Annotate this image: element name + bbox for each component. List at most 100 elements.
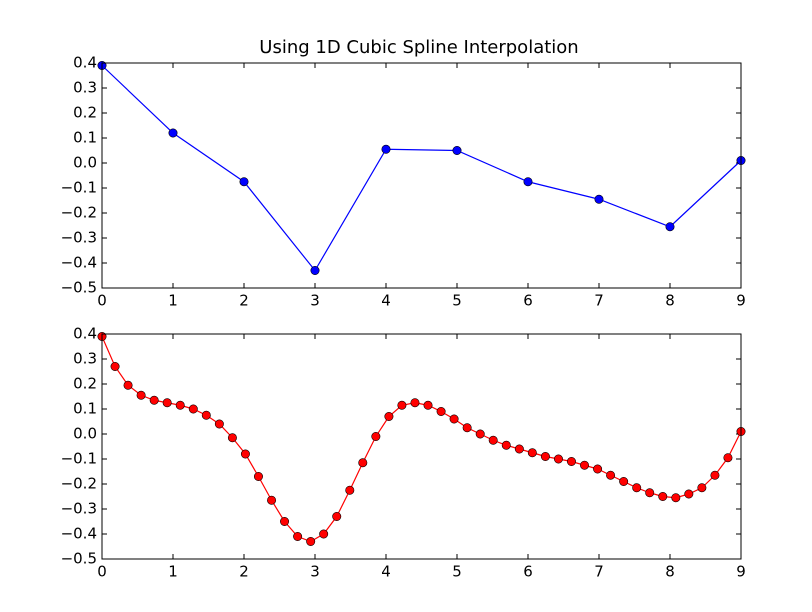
y-tick-label: −0.2 <box>61 475 97 493</box>
x-tick-label: 7 <box>594 563 604 581</box>
y-tick-label: 0.2 <box>73 104 97 122</box>
point <box>397 400 407 410</box>
x-tick-label: 8 <box>665 563 675 581</box>
point <box>371 431 381 441</box>
x-tick-label: 1 <box>168 563 178 581</box>
point <box>410 398 420 408</box>
point <box>201 410 211 420</box>
point <box>684 489 694 499</box>
point <box>358 458 368 468</box>
point <box>162 398 172 408</box>
y-tick-label: 0.2 <box>73 375 97 393</box>
point <box>593 464 603 474</box>
chart-title: Using 1D Cubic Spline Interpolation <box>259 37 578 58</box>
point <box>267 495 277 505</box>
point <box>540 451 550 461</box>
point <box>110 361 120 371</box>
x-tick-label: 4 <box>381 563 391 581</box>
point <box>514 444 524 454</box>
y-tick-label: 0.0 <box>73 154 97 172</box>
point <box>606 470 616 480</box>
axes-frame <box>101 333 742 560</box>
x-tick-label: 9 <box>736 563 746 581</box>
point <box>332 511 342 521</box>
point <box>553 454 563 464</box>
point <box>240 449 250 459</box>
point <box>436 406 446 416</box>
x-tick-label: 9 <box>736 292 746 310</box>
x-tick-label: 3 <box>310 563 320 581</box>
point <box>449 414 459 424</box>
point <box>306 536 316 546</box>
x-tick-label: 6 <box>523 292 533 310</box>
point <box>423 400 433 410</box>
point <box>580 460 590 470</box>
point <box>384 411 394 421</box>
x-tick-label: 0 <box>97 563 107 581</box>
y-tick-label: −0.1 <box>61 450 97 468</box>
point <box>253 471 263 481</box>
point <box>527 448 537 458</box>
point <box>501 440 511 450</box>
y-tick-label: −0.3 <box>61 229 97 247</box>
point <box>523 177 533 187</box>
y-tick-label: −0.4 <box>61 254 97 272</box>
point <box>123 380 133 390</box>
axes-frame <box>101 62 742 289</box>
y-tick-label: 0.4 <box>73 325 97 343</box>
point <box>175 400 185 410</box>
y-tick-label: 0.1 <box>73 129 97 147</box>
x-tick-label: 3 <box>310 292 320 310</box>
point <box>239 177 249 187</box>
x-tick-label: 2 <box>239 292 249 310</box>
x-tick-label: 5 <box>452 292 462 310</box>
point <box>723 453 733 463</box>
point <box>188 404 198 414</box>
point <box>319 529 329 539</box>
line <box>101 65 742 272</box>
point <box>619 476 629 486</box>
point <box>645 488 655 498</box>
x-tick-label: 7 <box>594 292 604 310</box>
point <box>310 265 320 275</box>
point <box>452 146 462 156</box>
y-tick-label: 0.4 <box>73 54 97 72</box>
y-tick-label: 0.3 <box>73 79 97 97</box>
x-tick-label: 4 <box>381 292 391 310</box>
point <box>632 483 642 493</box>
y-tick-label: −0.4 <box>61 525 97 543</box>
y-tick-label: −0.1 <box>61 179 97 197</box>
point <box>381 144 391 154</box>
point <box>658 491 668 501</box>
x-tick-label: 2 <box>239 563 249 581</box>
point <box>293 531 303 541</box>
y-tick-label: 0.3 <box>73 350 97 368</box>
point <box>462 423 472 433</box>
y-tick-label: −0.3 <box>61 500 97 518</box>
point <box>710 470 720 480</box>
point <box>566 456 576 466</box>
y-tick-label: −0.5 <box>61 550 97 568</box>
point <box>149 395 159 405</box>
point <box>475 429 485 439</box>
point <box>280 516 290 526</box>
x-tick-label: 6 <box>523 563 533 581</box>
point <box>697 483 707 493</box>
x-tick-label: 5 <box>452 563 462 581</box>
y-tick-label: −0.2 <box>61 204 97 222</box>
point <box>345 485 355 495</box>
point <box>665 222 675 232</box>
point <box>214 419 224 429</box>
point <box>227 433 237 443</box>
x-tick-label: 1 <box>168 292 178 310</box>
point <box>488 435 498 445</box>
point <box>671 493 681 503</box>
point <box>136 390 146 400</box>
x-tick-label: 0 <box>97 292 107 310</box>
y-tick-label: −0.5 <box>61 279 97 297</box>
point <box>168 128 178 138</box>
y-tick-label: 0.0 <box>73 425 97 443</box>
y-tick-label: 0.1 <box>73 400 97 418</box>
